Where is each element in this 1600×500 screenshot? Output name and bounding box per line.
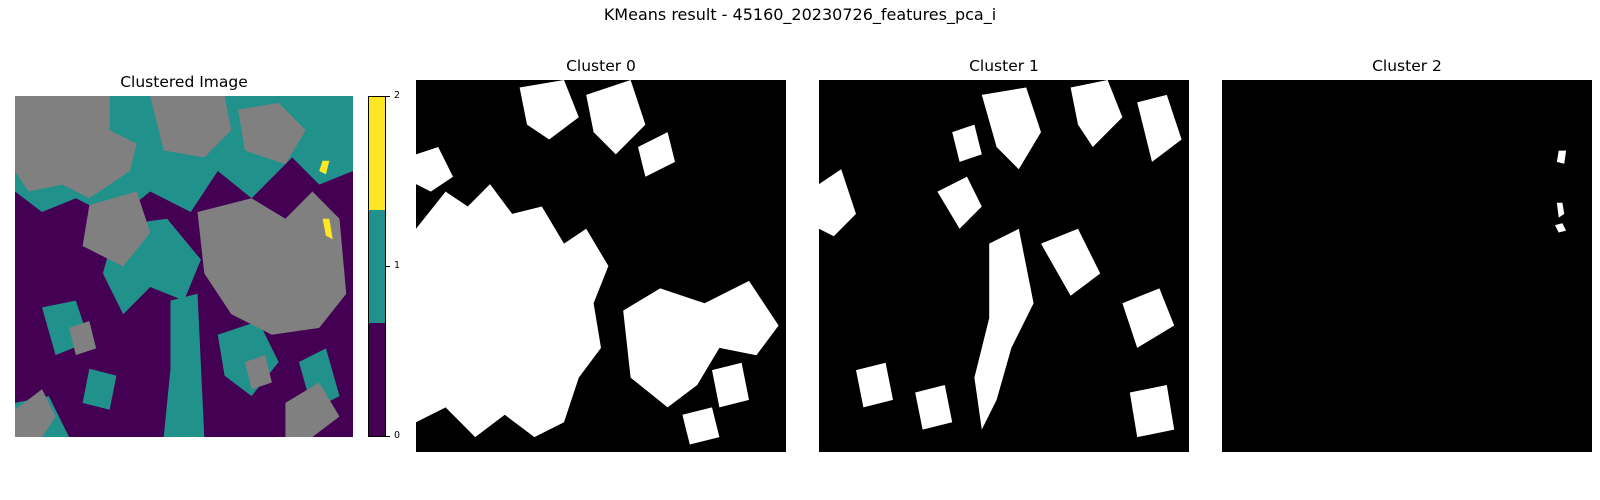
cluster-0-mask-regions [416, 80, 779, 445]
colorbar-tick-1 [386, 266, 390, 267]
cluster-1-title: Cluster 1 [969, 57, 1039, 75]
cluster-2-mask-regions [1555, 150, 1567, 233]
cluster-1-mask [819, 80, 1189, 452]
colorbar-segment-0 [369, 322, 385, 436]
colorbar-tick-0 [386, 436, 390, 437]
cluster-1-mask-regions [819, 80, 1182, 438]
cluster-2-title: Cluster 2 [1372, 57, 1442, 75]
colorbar-tick-label-2: 2 [394, 90, 401, 101]
colorbar-segment-1 [369, 209, 385, 323]
colorbar [368, 96, 386, 437]
cluster-0-mask [416, 80, 786, 452]
colorbar-tick-2 [386, 96, 390, 97]
cluster-2-mask [1222, 80, 1592, 452]
colorbar-tick-label-1: 1 [394, 260, 401, 271]
colorbar-tick-label-0: 0 [394, 430, 401, 441]
clustered-image-heatmap [15, 96, 353, 437]
clustered-image-title: Clustered Image [120, 73, 248, 91]
cluster-0-title: Cluster 0 [566, 57, 636, 75]
cluster-2-regions [319, 160, 333, 240]
nodata-regions [15, 96, 347, 437]
figure-suptitle: KMeans result - 45160_20230726_features_… [603, 5, 997, 24]
colorbar-segment-2 [369, 97, 385, 211]
